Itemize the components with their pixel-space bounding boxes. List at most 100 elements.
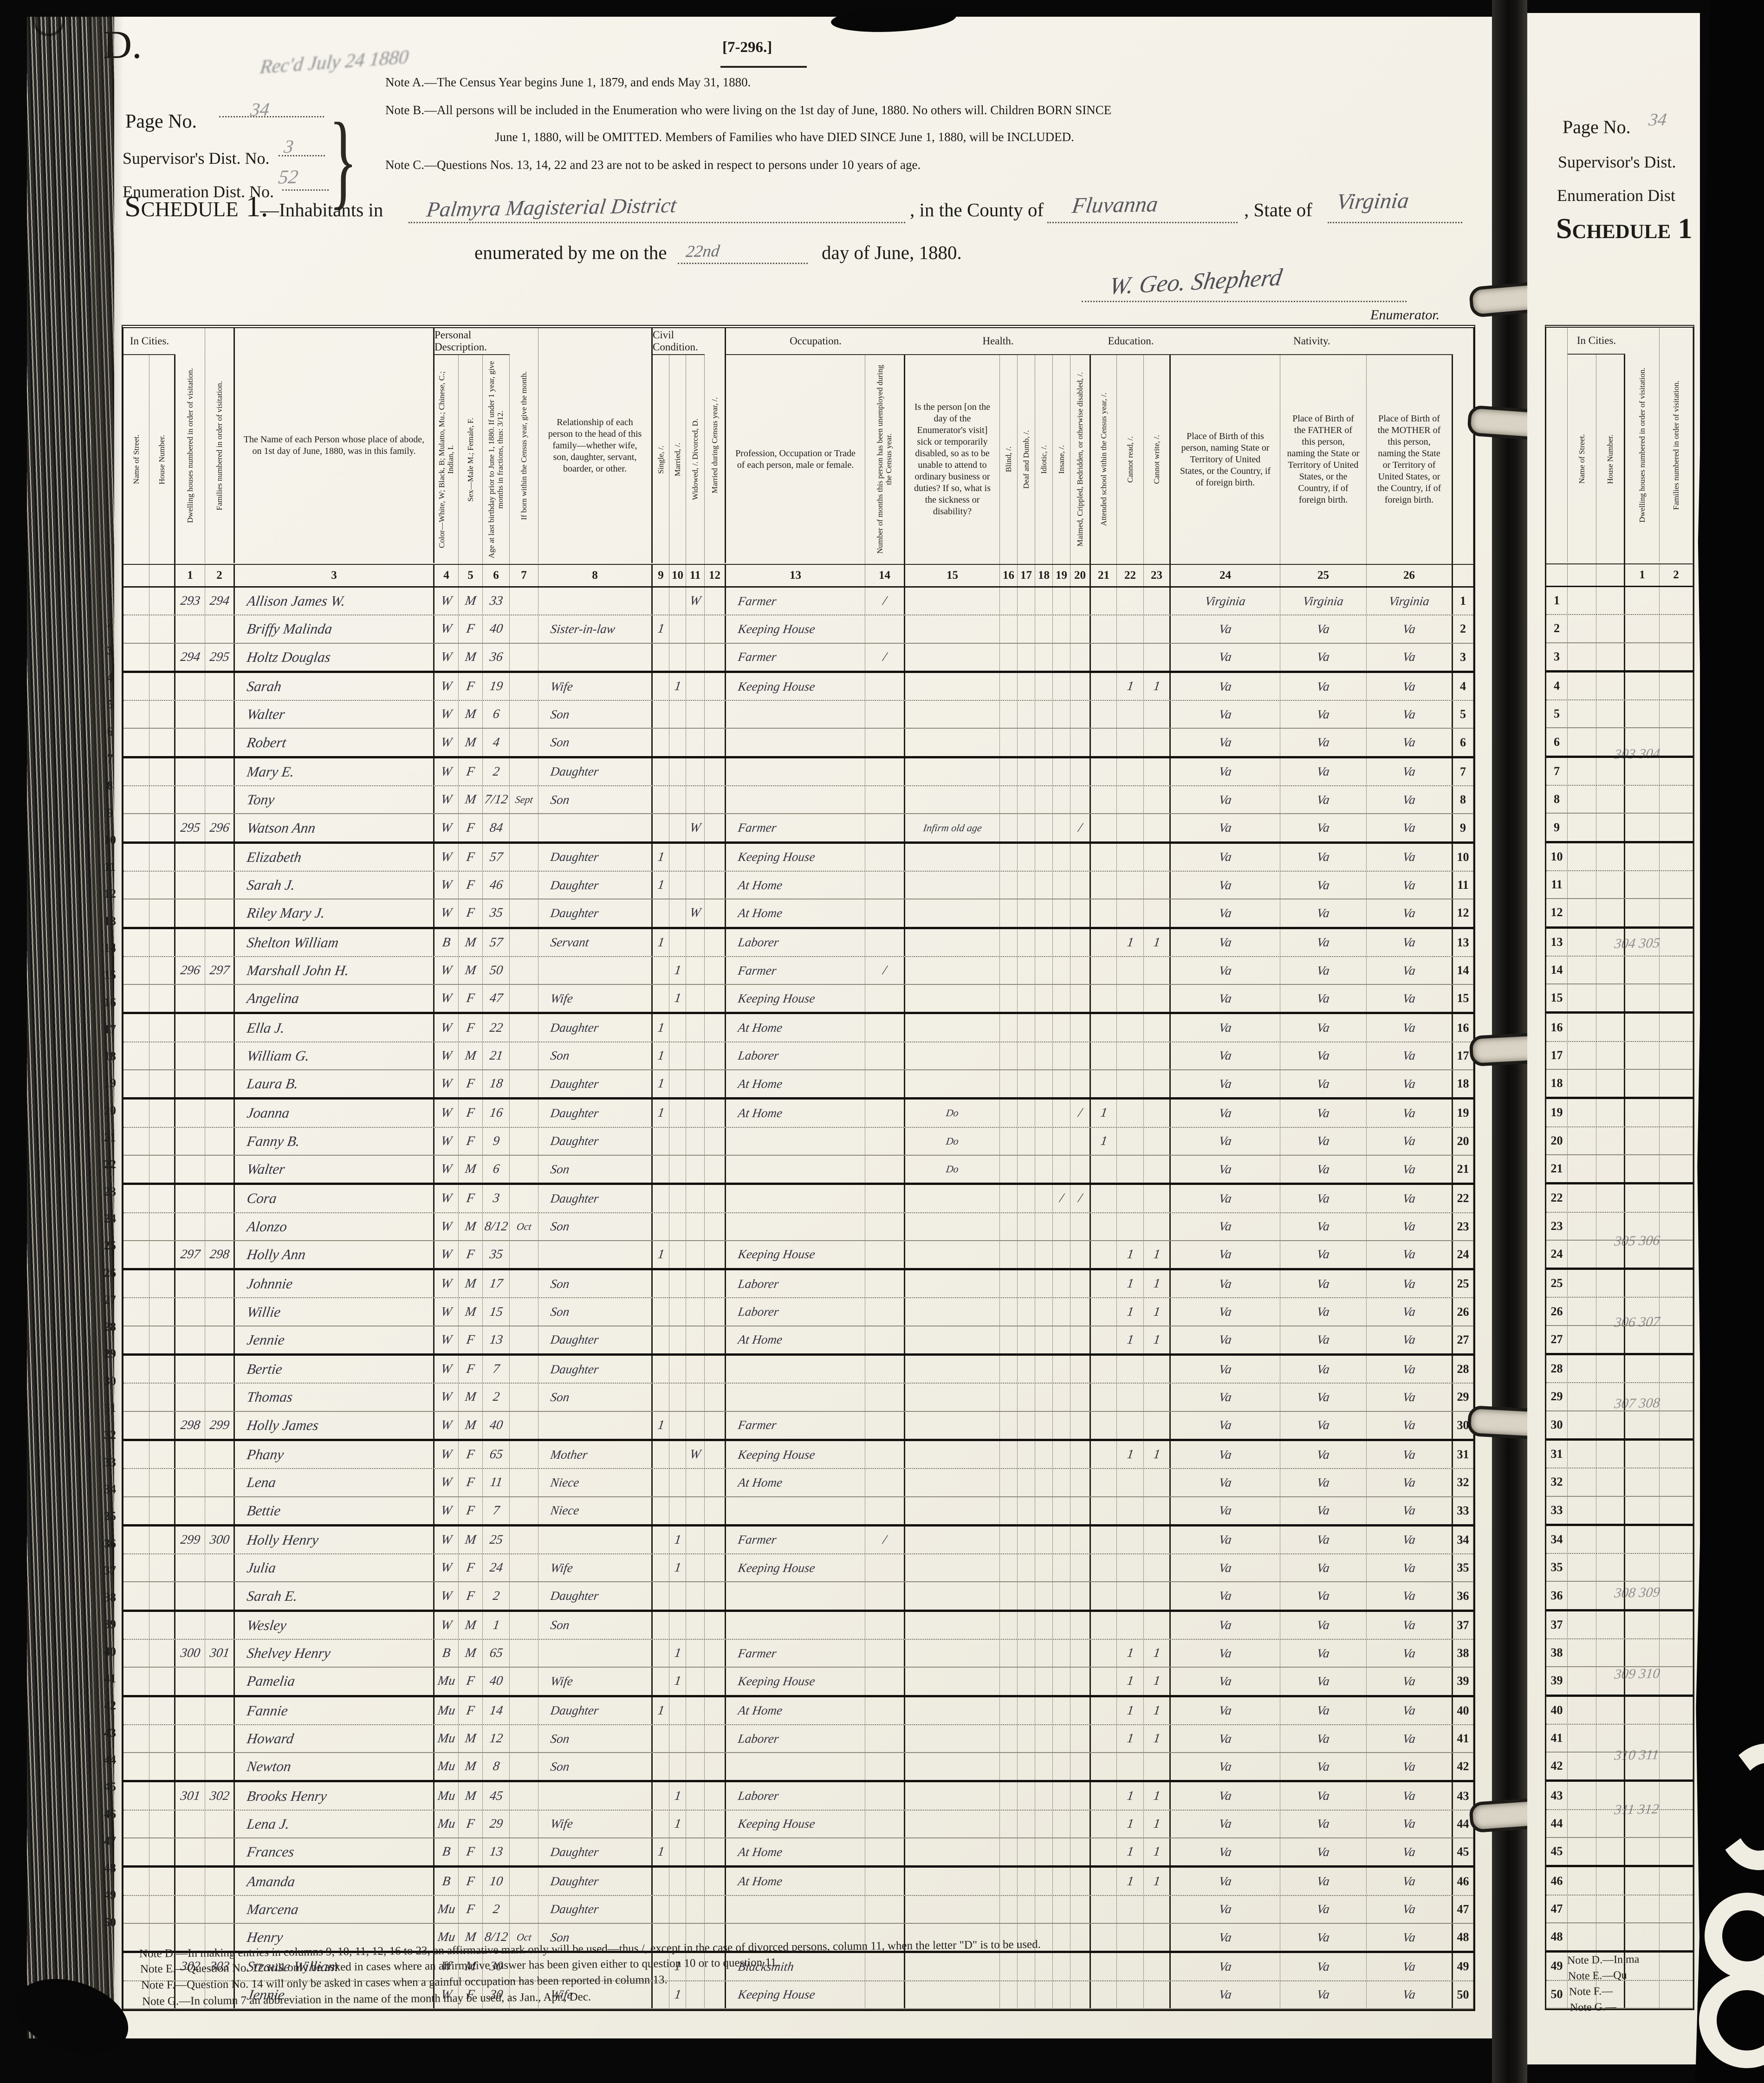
right-cell-st bbox=[1568, 1270, 1596, 1297]
cell-w11 bbox=[686, 985, 705, 1012]
cell-id bbox=[1035, 1582, 1053, 1610]
table-row: Mary E. W F 2 Daughter Va Va Va 7 bbox=[123, 758, 1473, 787]
cell-mo bbox=[510, 1411, 538, 1439]
cell-row-number: 12 bbox=[1453, 899, 1473, 927]
cell-cr: 1 bbox=[1117, 673, 1144, 700]
cell-d bbox=[175, 1441, 205, 1468]
cell-row-number: 24 bbox=[1453, 1241, 1473, 1268]
cell-st bbox=[123, 957, 149, 984]
cell-bp: Va bbox=[1171, 1042, 1280, 1070]
cell-id bbox=[1035, 1356, 1053, 1383]
right-cell-hn bbox=[1596, 786, 1625, 813]
cell-m10 bbox=[669, 1270, 686, 1298]
cell-id bbox=[1035, 1270, 1053, 1298]
cell-un bbox=[865, 1981, 905, 2008]
cell-a: 8 bbox=[483, 1753, 510, 1780]
cell-un bbox=[865, 871, 905, 899]
right-cell-rn: 33 bbox=[1546, 1496, 1568, 1524]
cell-s: F bbox=[459, 985, 483, 1012]
cell-c: W bbox=[435, 871, 459, 899]
cell-ins bbox=[1053, 814, 1070, 841]
cell-hn bbox=[149, 1241, 175, 1268]
cell-id bbox=[1035, 814, 1053, 841]
cell-m10 bbox=[669, 1070, 686, 1098]
cell-rel: Son bbox=[538, 1753, 653, 1780]
column-group: In Cities. Name of Street. House Number. bbox=[123, 328, 175, 564]
cell-c: W bbox=[435, 729, 459, 756]
cell-b bbox=[1000, 1356, 1018, 1383]
cell-a: 65 bbox=[483, 1639, 510, 1667]
cell-mb: Va bbox=[1367, 957, 1453, 984]
column-number-sch: 21 bbox=[1091, 565, 1117, 586]
right-table-row: 33 bbox=[1546, 1496, 1693, 1526]
cell-a: 2 bbox=[483, 758, 510, 786]
cell-row-number: 49 bbox=[1453, 1953, 1473, 1980]
right-cell-st bbox=[1568, 984, 1596, 1012]
cell-mb: Va bbox=[1367, 1782, 1453, 1810]
right-cell-fm bbox=[1660, 1753, 1693, 1780]
cell-occ: At Home bbox=[726, 1326, 865, 1354]
cell-nm: Newton bbox=[235, 1753, 435, 1780]
cell-mc bbox=[1070, 1810, 1091, 1838]
cell-un bbox=[865, 1469, 905, 1496]
cell-bp: Va bbox=[1171, 1213, 1280, 1240]
cell-m10 bbox=[669, 1042, 686, 1070]
table-row: 302 303 Strause William W M 30 1 Blacksmith Va Va… bbox=[123, 1953, 1473, 1981]
cell-sick bbox=[905, 615, 1000, 643]
cell-my12 bbox=[705, 1895, 726, 1923]
cell-id bbox=[1035, 1497, 1053, 1524]
cell-hn bbox=[149, 1014, 175, 1042]
cell-f: 302 bbox=[205, 1782, 235, 1810]
cell-ins bbox=[1053, 899, 1070, 927]
cell-mo bbox=[510, 1753, 538, 1780]
cell-cw bbox=[1144, 1185, 1171, 1212]
cell-f bbox=[205, 786, 235, 814]
cell-d bbox=[175, 1497, 205, 1524]
column-header-dd: Deaf and Dumb, /. bbox=[1018, 355, 1035, 564]
cell-my12 bbox=[705, 1241, 726, 1268]
cell-nm: Fannie bbox=[235, 1697, 435, 1724]
cell-m10 bbox=[669, 1582, 686, 1610]
right-cell-hn bbox=[1596, 1070, 1625, 1097]
cell-b bbox=[1000, 899, 1018, 927]
cell-row-number: 35 bbox=[1453, 1554, 1473, 1582]
cell-cr: 1 bbox=[1117, 1639, 1144, 1667]
cell-mo bbox=[510, 1497, 538, 1524]
cell-id bbox=[1035, 1725, 1053, 1753]
right-cell-fm bbox=[1660, 1838, 1693, 1865]
cell-id bbox=[1035, 1127, 1053, 1155]
column-header-id: Idiotic, /. bbox=[1035, 355, 1053, 564]
right-cell-dw bbox=[1625, 1582, 1660, 1609]
table-row: Frances B F 13 Daughter 1 At Home 1 1 Va Va Va 45 bbox=[123, 1838, 1473, 1868]
cell-mb: Va bbox=[1367, 1868, 1453, 1895]
column-group: Nativity. Place of Birth of this person, … bbox=[1171, 328, 1453, 564]
cell-cr bbox=[1117, 957, 1144, 984]
right-cell-st bbox=[1568, 700, 1596, 728]
right-cell-fm bbox=[1660, 1240, 1693, 1268]
cell-nm: Alonzo bbox=[235, 1213, 435, 1240]
cell-b bbox=[1000, 1185, 1018, 1212]
cell-s: F bbox=[459, 673, 483, 700]
margin-row-number: 43 bbox=[104, 1726, 116, 1740]
cell-f: 300 bbox=[205, 1526, 235, 1554]
cell-cr bbox=[1117, 814, 1144, 841]
cell-hn bbox=[149, 643, 175, 671]
right-table-row: 43 bbox=[1546, 1782, 1693, 1810]
cell-d bbox=[175, 1923, 205, 1951]
cell-m10 bbox=[669, 1411, 686, 1439]
cell-a: 30 bbox=[483, 1953, 510, 1980]
right-cell-hn bbox=[1596, 871, 1625, 899]
margin-row-number: 9 bbox=[107, 806, 113, 820]
cell-rel: Son bbox=[538, 729, 653, 756]
state-label: , State of bbox=[1244, 199, 1312, 220]
cell-st bbox=[123, 673, 149, 700]
cell-id bbox=[1035, 1953, 1053, 1980]
cell-st bbox=[123, 758, 149, 786]
cell-un bbox=[865, 758, 905, 786]
right-cell-st bbox=[1568, 1099, 1596, 1126]
cell-row-number: 9 bbox=[1453, 814, 1473, 841]
cell-cw bbox=[1144, 814, 1171, 841]
cell-w11 bbox=[686, 1725, 705, 1753]
cell-mc bbox=[1070, 1213, 1091, 1240]
column-number-sick: 15 bbox=[905, 565, 1000, 586]
